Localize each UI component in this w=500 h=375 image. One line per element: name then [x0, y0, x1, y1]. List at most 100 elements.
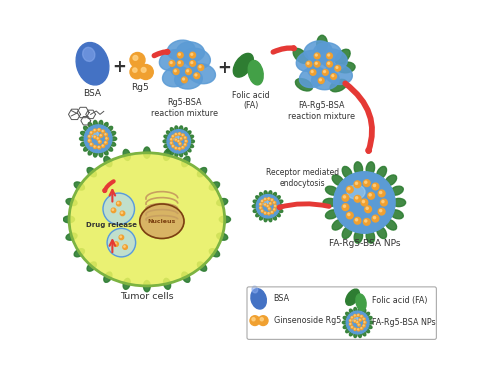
Ellipse shape — [99, 151, 102, 157]
Ellipse shape — [337, 62, 355, 73]
Circle shape — [354, 328, 356, 330]
Ellipse shape — [164, 135, 169, 139]
Circle shape — [132, 68, 137, 72]
Circle shape — [324, 70, 326, 72]
Ellipse shape — [175, 126, 178, 131]
Circle shape — [90, 143, 93, 146]
Circle shape — [173, 69, 179, 75]
Text: Drug release: Drug release — [86, 222, 137, 228]
Ellipse shape — [354, 308, 357, 312]
Ellipse shape — [392, 198, 406, 207]
Circle shape — [198, 64, 204, 70]
Ellipse shape — [190, 140, 194, 143]
Circle shape — [191, 62, 192, 63]
Ellipse shape — [183, 48, 210, 69]
Circle shape — [102, 130, 103, 132]
Circle shape — [102, 145, 103, 146]
Circle shape — [264, 212, 266, 213]
Circle shape — [99, 141, 100, 142]
Ellipse shape — [63, 216, 74, 223]
Ellipse shape — [184, 150, 187, 155]
Circle shape — [326, 61, 332, 67]
Ellipse shape — [123, 149, 130, 160]
Circle shape — [184, 137, 186, 138]
Circle shape — [175, 139, 178, 141]
Ellipse shape — [216, 233, 228, 240]
Circle shape — [88, 140, 90, 141]
Circle shape — [175, 133, 178, 136]
Ellipse shape — [186, 148, 191, 152]
FancyArrowPatch shape — [104, 181, 114, 191]
Circle shape — [130, 53, 145, 68]
Circle shape — [133, 56, 138, 60]
Ellipse shape — [162, 66, 190, 87]
Circle shape — [260, 207, 261, 208]
Circle shape — [357, 314, 360, 316]
Circle shape — [351, 316, 354, 319]
Ellipse shape — [343, 325, 348, 328]
Text: Rg5-BSA
reaction mixture: Rg5-BSA reaction mixture — [151, 98, 218, 118]
Circle shape — [357, 328, 360, 331]
Ellipse shape — [175, 152, 178, 157]
Text: Nucleus: Nucleus — [148, 219, 176, 224]
Circle shape — [98, 129, 99, 130]
Circle shape — [191, 53, 192, 55]
Circle shape — [106, 138, 107, 139]
Circle shape — [182, 77, 188, 83]
Circle shape — [102, 130, 104, 133]
Ellipse shape — [272, 192, 276, 197]
Ellipse shape — [84, 126, 89, 131]
Circle shape — [102, 144, 104, 147]
Circle shape — [174, 70, 176, 72]
Circle shape — [175, 147, 178, 150]
Circle shape — [351, 326, 354, 328]
Ellipse shape — [123, 278, 130, 290]
Circle shape — [372, 215, 379, 222]
Ellipse shape — [84, 146, 89, 151]
Circle shape — [364, 321, 366, 324]
Circle shape — [330, 74, 336, 80]
Circle shape — [369, 194, 372, 196]
Circle shape — [178, 133, 181, 135]
Circle shape — [138, 64, 153, 80]
Circle shape — [179, 142, 182, 145]
Ellipse shape — [262, 200, 268, 205]
Ellipse shape — [164, 144, 169, 148]
Circle shape — [178, 53, 180, 55]
Ellipse shape — [332, 219, 344, 230]
Circle shape — [318, 78, 324, 84]
Circle shape — [261, 210, 264, 213]
Ellipse shape — [385, 175, 396, 186]
Ellipse shape — [88, 149, 92, 155]
Ellipse shape — [234, 53, 254, 77]
Circle shape — [332, 75, 334, 76]
Circle shape — [94, 135, 96, 139]
Circle shape — [336, 66, 338, 68]
Ellipse shape — [164, 149, 170, 160]
Ellipse shape — [354, 162, 362, 175]
Circle shape — [104, 133, 108, 136]
Circle shape — [250, 316, 260, 326]
Ellipse shape — [342, 321, 347, 324]
Circle shape — [172, 145, 174, 148]
Circle shape — [120, 211, 125, 216]
Circle shape — [119, 235, 124, 240]
Ellipse shape — [87, 262, 97, 271]
Circle shape — [170, 138, 173, 141]
Circle shape — [261, 200, 264, 202]
Ellipse shape — [325, 64, 352, 84]
Circle shape — [256, 195, 280, 218]
Circle shape — [342, 195, 349, 201]
Circle shape — [116, 201, 121, 206]
Text: +: + — [218, 59, 232, 77]
Text: BSA: BSA — [274, 294, 290, 303]
Circle shape — [96, 137, 100, 140]
Circle shape — [184, 144, 186, 146]
Ellipse shape — [104, 272, 112, 282]
Circle shape — [374, 184, 376, 187]
Ellipse shape — [198, 168, 206, 177]
Ellipse shape — [362, 309, 366, 314]
Circle shape — [362, 201, 364, 202]
Circle shape — [268, 213, 269, 214]
Ellipse shape — [108, 146, 112, 151]
